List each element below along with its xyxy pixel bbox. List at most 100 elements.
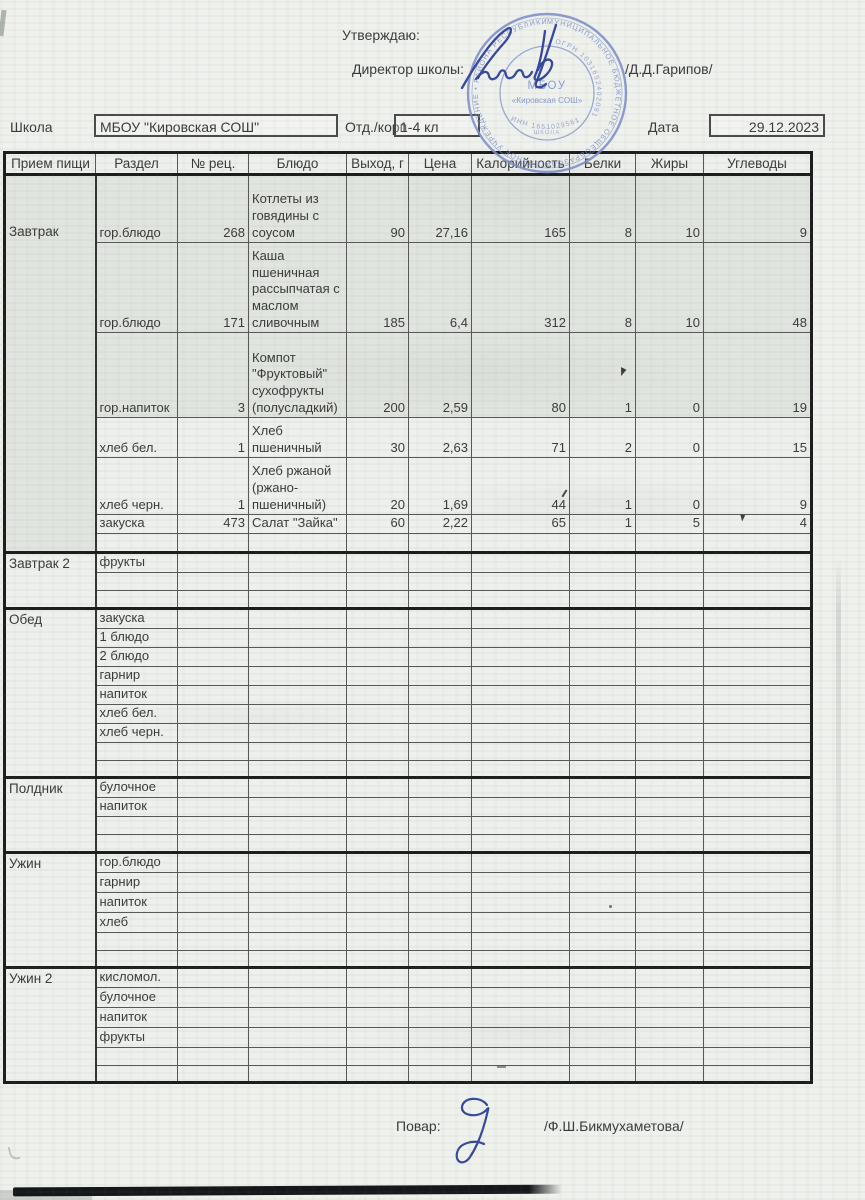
dish-cell: [248, 775, 347, 798]
fats-cell: [635, 1026, 704, 1048]
recipe-number-cell: [177, 775, 249, 798]
price-cell: [408, 606, 472, 629]
output-grams-cell: [346, 796, 409, 817]
output-grams-cell: [346, 871, 409, 893]
price-cell: [408, 1046, 472, 1066]
fats-cell: [635, 796, 704, 817]
price-cell: 6,4: [408, 242, 472, 334]
fats-cell: [635, 741, 704, 761]
table-row: [5, 1064, 812, 1083]
fats-cell: [635, 1006, 704, 1028]
cook-name: /Ф.Ш.Бикмухаметова/: [544, 1118, 684, 1134]
carbs-cell: [703, 1046, 812, 1066]
proteins-cell: [569, 871, 636, 893]
table-row: гор.блюдо 171 Каша пшеничная рассыпчатая с…: [5, 242, 812, 334]
recipe-number-cell: [177, 703, 249, 724]
fats-cell: [635, 833, 704, 853]
calories-cell: [471, 965, 570, 988]
price-cell: 2,63: [408, 417, 472, 459]
dish-cell: Салат "Зайка": [248, 514, 347, 534]
razdel-cell: гарнир: [95, 871, 178, 893]
carbs-cell: [703, 741, 812, 761]
carbs-cell: 9: [703, 457, 812, 516]
dish-cell: [248, 589, 347, 609]
output-grams-cell: 60: [346, 514, 409, 534]
column-header-4: Выход, г: [346, 151, 409, 177]
dish-cell: Каша пшеничная рассыпчатая с маслом слив…: [248, 242, 347, 334]
calories-cell: [471, 606, 570, 629]
table-row: напиток: [5, 1006, 812, 1028]
table-row: гарнир: [5, 871, 812, 893]
dish-cell: [248, 1026, 347, 1048]
column-header-8: Жиры: [635, 151, 704, 177]
recipe-number-cell: 3: [177, 332, 249, 419]
razdel-cell: гор.блюдо: [95, 242, 178, 334]
carbs-cell: [703, 911, 812, 933]
director-label: Директор школы:: [352, 61, 464, 77]
proteins-cell: [569, 550, 636, 573]
calories-cell: [471, 646, 570, 667]
dish-cell: [248, 833, 347, 853]
carbs-cell: [703, 931, 812, 951]
stamp-inn-text: ИНН 1651029561: [510, 115, 582, 131]
fats-cell: [635, 550, 704, 573]
scan-bottom-band: [12, 1184, 563, 1197]
carbs-cell: [703, 703, 812, 724]
proteins-cell: 2: [569, 417, 636, 459]
dept-value-box: 1-4 кл: [394, 114, 480, 137]
razdel-cell: хлеб черн.: [95, 457, 178, 516]
output-grams-cell: 20: [346, 457, 409, 516]
dish-cell: [248, 871, 347, 893]
carbs-cell: [703, 949, 812, 968]
table-row: напиток: [5, 684, 812, 705]
razdel-cell: [95, 589, 178, 609]
recipe-number-cell: [177, 871, 249, 893]
table-row: [5, 1046, 812, 1066]
calories-cell: [471, 550, 570, 573]
recipe-number-cell: [177, 646, 249, 667]
carbs-cell: [703, 815, 812, 835]
calories-cell: [471, 850, 570, 873]
output-grams-cell: [346, 589, 409, 609]
recipe-number-cell: [177, 1006, 249, 1028]
price-cell: [408, 833, 472, 853]
price-cell: [408, 891, 472, 913]
recipe-number-cell: [177, 684, 249, 705]
fats-cell: 0: [635, 417, 704, 459]
price-cell: [408, 627, 472, 648]
razdel-cell: булочное: [95, 986, 178, 1008]
calories-cell: [471, 1064, 570, 1083]
price-cell: [408, 815, 472, 835]
calories-cell: [471, 815, 570, 835]
price-cell: [408, 571, 472, 591]
fats-cell: [635, 965, 704, 988]
price-cell: [408, 759, 472, 778]
carbs-cell: [703, 606, 812, 629]
calories-cell: [471, 796, 570, 817]
recipe-number-cell: [177, 722, 249, 743]
recipe-number-cell: [177, 891, 249, 913]
column-header-2: № рец.: [177, 151, 249, 177]
calories-cell: [471, 589, 570, 609]
carbs-cell: [703, 589, 812, 609]
razdel-cell: хлеб бел.: [95, 417, 178, 459]
proteins-cell: 1: [569, 514, 636, 534]
column-header-0: Прием пищи: [4, 151, 96, 177]
razdel-cell: напиток: [95, 891, 178, 913]
carbs-cell: [703, 759, 812, 778]
output-grams-cell: [346, 646, 409, 667]
razdel-cell: гор.блюдо: [95, 850, 178, 873]
proteins-cell: [569, 722, 636, 743]
dish-cell: [248, 571, 347, 591]
recipe-number-cell: [177, 796, 249, 817]
dish-cell: [248, 796, 347, 817]
dish-cell: [248, 684, 347, 705]
proteins-cell: [569, 741, 636, 761]
fats-cell: [635, 722, 704, 743]
fats-cell: [635, 589, 704, 609]
table-row: [5, 759, 812, 778]
calories-cell: [471, 1026, 570, 1048]
razdel-cell: кисломол.: [95, 965, 178, 988]
proteins-cell: [569, 833, 636, 853]
